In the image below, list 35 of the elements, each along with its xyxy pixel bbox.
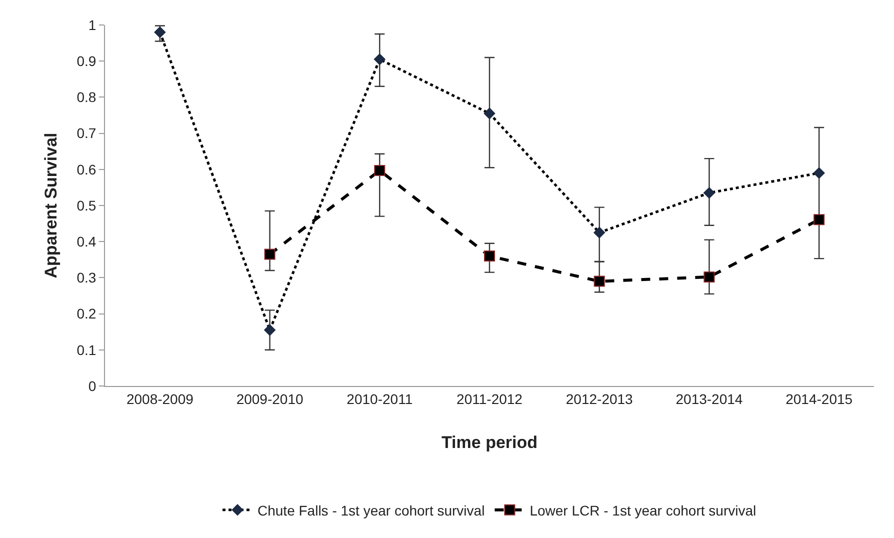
y-axis-title: Apparent Survival xyxy=(41,132,60,278)
legend-label: Lower LCR - 1st year cohort survival xyxy=(530,502,756,518)
x-tick-label: 2013-2014 xyxy=(676,390,743,407)
point xyxy=(154,26,166,38)
point xyxy=(484,108,496,120)
x-axis-title: Time period xyxy=(441,433,538,452)
y-tick-label: 0.9 xyxy=(76,53,96,69)
x-tick-label: 2012-2013 xyxy=(566,390,634,407)
y-tick-label: 1 xyxy=(88,16,96,33)
point xyxy=(594,226,606,238)
point xyxy=(374,54,386,65)
x-tick-label: 2014-2015 xyxy=(786,390,853,407)
x-tick-label: 2010-2011 xyxy=(346,390,413,407)
point xyxy=(814,214,825,226)
y-tick-label: 0.5 xyxy=(76,197,96,214)
point xyxy=(813,167,825,179)
x-tick-label: 2011-2012 xyxy=(456,390,523,407)
legend-label: Chute Falls - 1st year cohort survival xyxy=(258,502,485,518)
point xyxy=(484,250,495,262)
point xyxy=(704,187,715,199)
y-tick-label: 0.2 xyxy=(76,306,96,322)
y-tick-label: 0.4 xyxy=(76,234,96,250)
y-tick-label: 0.7 xyxy=(76,125,96,142)
y-tick-label: 0 xyxy=(88,378,96,394)
point xyxy=(704,271,715,282)
point xyxy=(264,324,276,336)
y-tick-label: 0.8 xyxy=(76,89,96,106)
x-tick-label: 2009-2010 xyxy=(236,390,304,407)
point xyxy=(374,164,386,176)
x-tick-label: 2008-2009 xyxy=(126,390,194,407)
y-tick-label: 0.6 xyxy=(76,161,96,178)
point xyxy=(264,248,276,260)
y-tick-label: 0.3 xyxy=(76,270,96,286)
point xyxy=(594,276,605,287)
y-tick-label: 0.1 xyxy=(76,342,96,358)
